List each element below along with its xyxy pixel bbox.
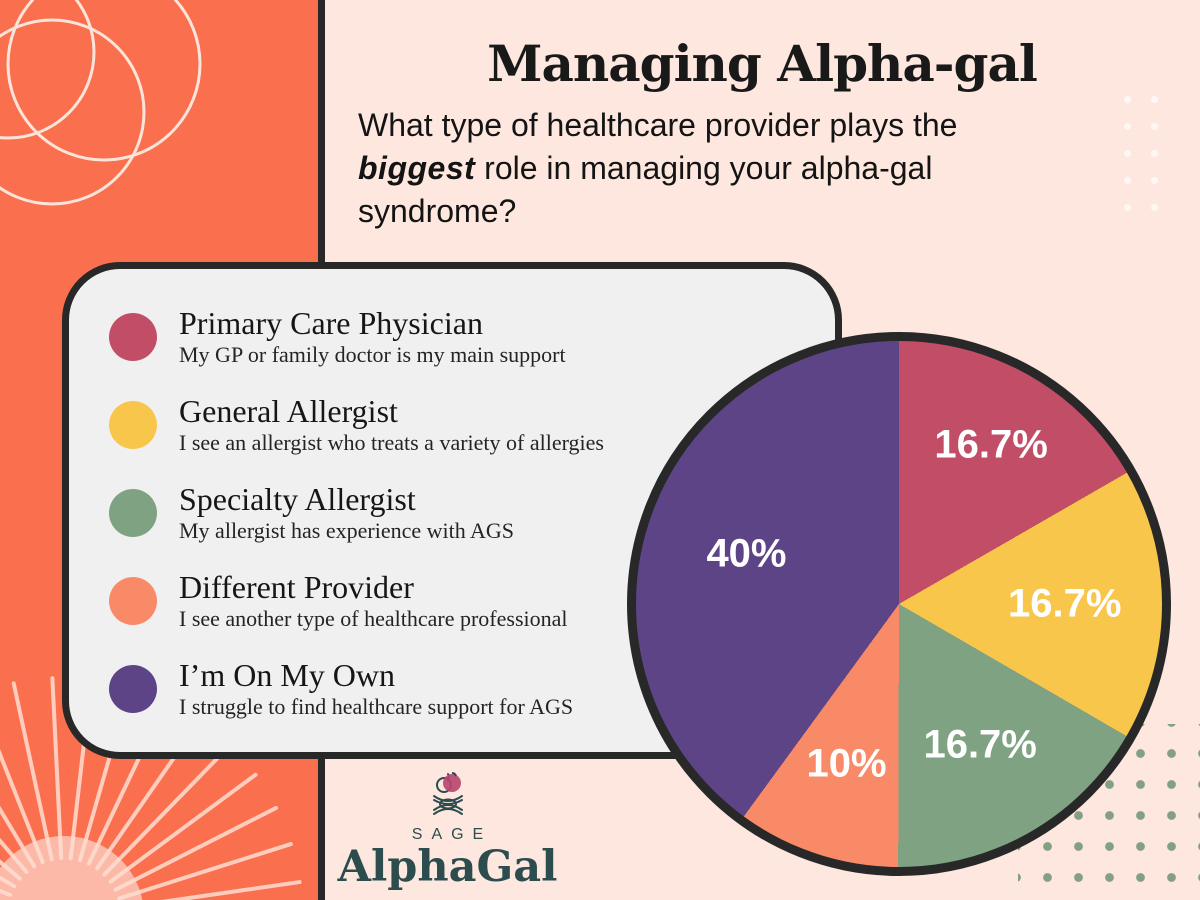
legend-item-title: General Allergist — [179, 392, 398, 429]
legend-item-title: I’m On My Own — [179, 656, 395, 693]
legend-color-dot — [109, 577, 157, 625]
brand-name-top: SAGE — [411, 826, 493, 843]
pie-chart: 16.7% 16.7% 16.7% 10% 40% — [627, 332, 1171, 876]
legend-item-title: Different Provider — [179, 568, 414, 605]
circles-decoration — [0, 0, 202, 206]
dot-grid-decoration-top-right — [1114, 86, 1170, 218]
legend-item-title: Primary Care Physician — [179, 304, 483, 341]
legend-item-title: Specialty Allergist — [179, 480, 416, 517]
question-line-2-rest: role in managing your alpha-gal — [475, 150, 933, 186]
tick-berry-icon — [432, 772, 463, 815]
pie-slice-label: 16.7% — [934, 422, 1048, 467]
question-bold-word: biggest — [358, 150, 476, 186]
question-line-3: syndrome? — [358, 193, 517, 229]
question-line-2: biggest role in managing your alpha-gal — [358, 147, 1128, 190]
legend-color-dot — [109, 665, 157, 713]
survey-question: What type of healthcare provider plays t… — [358, 104, 1128, 233]
legend-item-general-allergist: General Allergist I see an allergist who… — [109, 381, 815, 469]
legend-item-description: I see an allergist who treats a variety … — [179, 430, 604, 456]
legend-color-dot — [109, 313, 157, 361]
question-line-1: What type of healthcare provider plays t… — [358, 107, 958, 143]
legend-item-different-provider: Different Provider I see another type of… — [109, 557, 815, 645]
legend-item-description: My GP or family doctor is my main suppor… — [179, 342, 566, 368]
brand-logo: SAGE AlphaGal — [330, 770, 565, 892]
legend-item-description: I see another type of healthcare profess… — [179, 606, 568, 632]
legend-item-specialty-allergist: Specialty Allergist My allergist has exp… — [109, 469, 815, 557]
pie-slice-label: 16.7% — [923, 722, 1037, 767]
legend-item-primary-care: Primary Care Physician My GP or family d… — [109, 293, 815, 381]
pie-slice-label: 16.7% — [1007, 581, 1122, 626]
legend-item-description: My allergist has experience with AGS — [179, 518, 515, 544]
pie-slice-label: 40% — [706, 531, 787, 576]
legend-item-on-my-own: I’m On My Own I struggle to find healthc… — [109, 645, 815, 733]
legend-item-description: I struggle to find healthcare support fo… — [179, 694, 574, 720]
brand-name-main: AlphaGal — [337, 842, 558, 892]
pie-slice-label: 10% — [806, 741, 887, 786]
page-title: Managing Alpha-gal — [487, 34, 1038, 93]
legend-color-dot — [109, 489, 157, 537]
legend-color-dot — [109, 401, 157, 449]
